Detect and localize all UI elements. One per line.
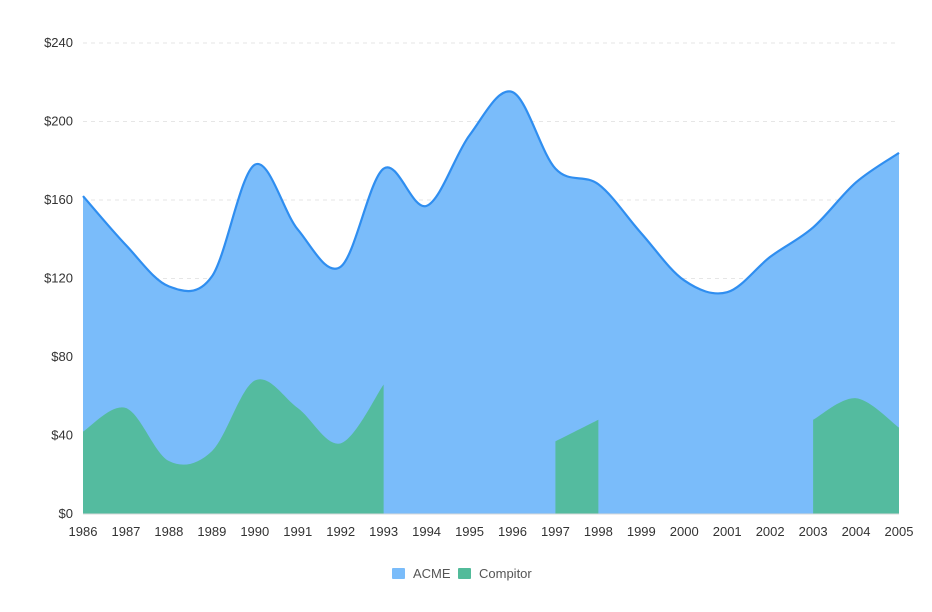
x-tick-label: 2000 [670, 524, 699, 539]
y-tick-label: $240 [44, 35, 73, 50]
y-tick-label: $0 [59, 506, 73, 521]
x-tick-label: 1992 [326, 524, 355, 539]
axes: $0 $40 $80 $120 $160 $200 $240 1986 1987 1988 1989… [44, 35, 913, 539]
y-tick-label: $80 [51, 349, 73, 364]
x-tick-label: 1999 [627, 524, 656, 539]
x-tick-label: 1997 [541, 524, 570, 539]
x-tick-label: 1989 [197, 524, 226, 539]
x-tick-label: 1986 [69, 524, 98, 539]
series-acme [82, 90, 900, 515]
x-tick-label: 2004 [842, 524, 871, 539]
area-fill [555, 419, 599, 514]
legend-label: Compitor [479, 566, 532, 581]
legend: ACME Compitor [392, 566, 532, 581]
y-tick-label: $40 [51, 428, 73, 443]
y-tick-label: $120 [44, 271, 73, 286]
x-tick-label: 2001 [713, 524, 742, 539]
x-tick-label: 1995 [455, 524, 484, 539]
legend-swatch [392, 568, 405, 579]
x-tick-label: 1988 [154, 524, 183, 539]
legend-item-acme[interactable]: ACME [392, 566, 451, 581]
x-tick-label: 1994 [412, 524, 441, 539]
area-fill [813, 398, 899, 514]
x-tick-label: 2005 [885, 524, 914, 539]
series-compitor [83, 379, 899, 514]
x-tick-label: 1998 [584, 524, 613, 539]
y-tick-label: $160 [44, 192, 73, 207]
x-tick-label: 1991 [283, 524, 312, 539]
x-tick-label: 1987 [111, 524, 140, 539]
series-layer [82, 90, 900, 515]
area-fill [83, 379, 384, 514]
x-tick-label: 1990 [240, 524, 269, 539]
legend-label: ACME [413, 566, 451, 581]
y-tick-label: $200 [44, 114, 73, 129]
legend-item-compitor[interactable]: Compitor [458, 566, 532, 581]
x-tick-label: 1993 [369, 524, 398, 539]
x-tick-label: 1996 [498, 524, 527, 539]
area-fill [83, 91, 899, 515]
legend-swatch [458, 568, 471, 579]
x-tick-label: 2003 [799, 524, 828, 539]
x-tick-label: 2002 [756, 524, 785, 539]
series-line [82, 90, 900, 295]
